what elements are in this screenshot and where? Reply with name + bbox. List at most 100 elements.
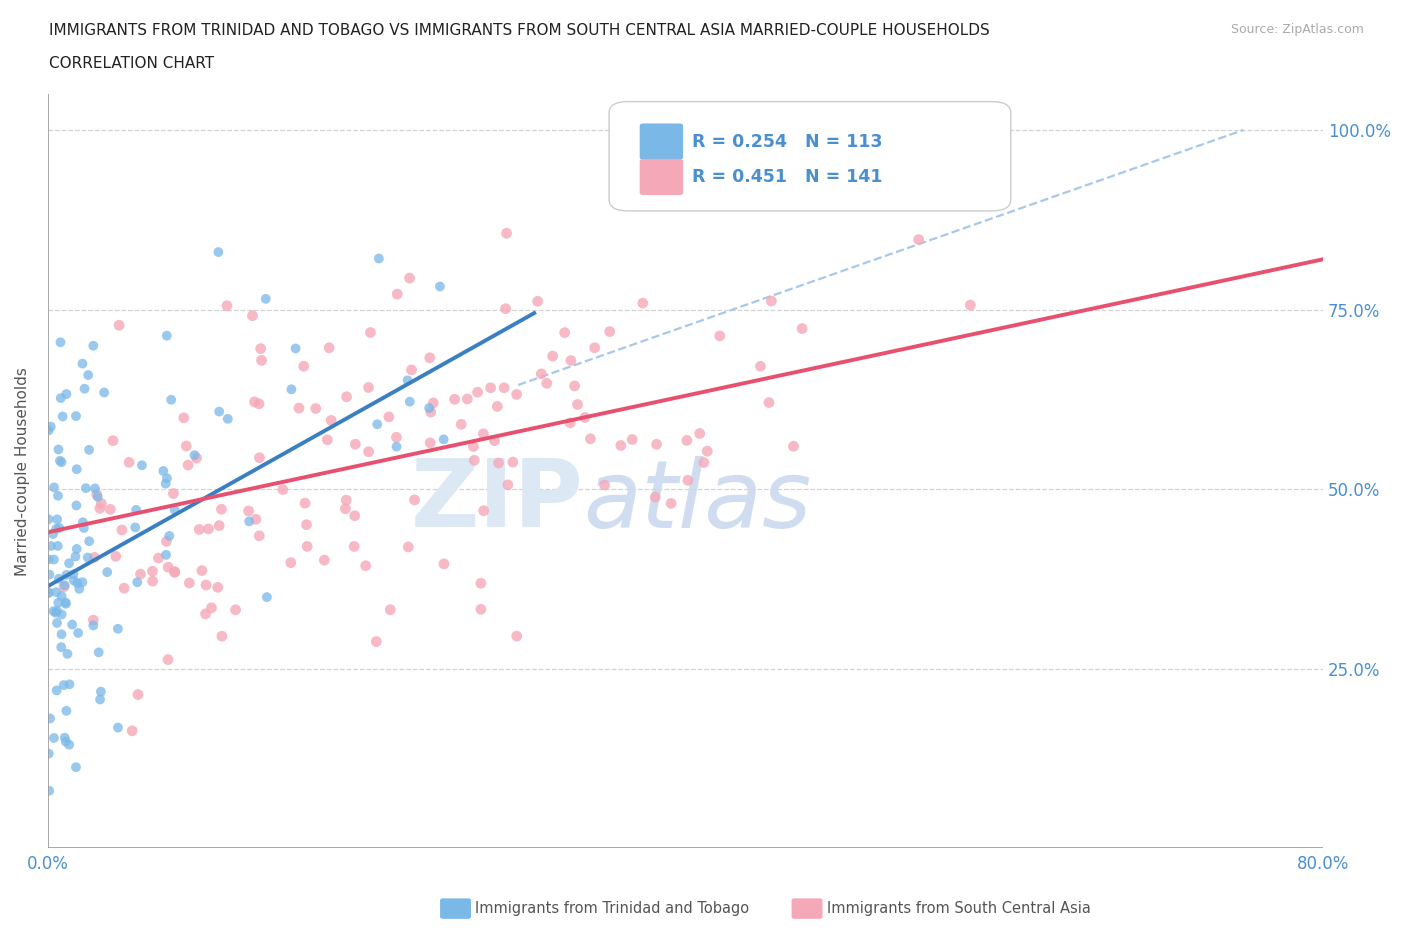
Point: [243, 394, 266, 409]
Point: [396, 373, 419, 388]
Point: [247, 396, 270, 411]
Text: Immigrants from Trinidad and Tobago: Immigrants from Trinidad and Tobago: [475, 901, 749, 916]
Point: [48, 521, 70, 536]
Point: [46, 538, 69, 553]
FancyBboxPatch shape: [609, 101, 1011, 211]
Point: [200, 601, 222, 616]
Point: [51, 627, 73, 642]
Point: [186, 451, 208, 466]
Point: [433, 556, 456, 571]
Point: [55, 595, 77, 610]
Point: [142, 574, 165, 589]
Point: [357, 445, 380, 459]
Point: [385, 430, 408, 445]
Point: [82, 618, 104, 633]
Point: [560, 353, 582, 368]
Point: [107, 720, 129, 735]
Point: [55, 567, 77, 582]
Point: [37, 512, 59, 526]
Point: [207, 245, 229, 259]
Text: R = 0.254   N = 113: R = 0.254 N = 113: [692, 133, 883, 151]
Point: [343, 539, 366, 554]
Point: [321, 413, 343, 428]
Point: [38, 746, 60, 761]
Point: [560, 416, 582, 431]
Point: [488, 456, 510, 471]
Point: [433, 432, 456, 446]
Point: [42, 604, 65, 618]
Point: [72, 356, 94, 371]
Point: [354, 558, 377, 573]
Point: [195, 578, 218, 592]
Point: [90, 496, 112, 511]
Point: [188, 522, 211, 537]
Point: [463, 439, 485, 454]
Point: [38, 423, 60, 438]
Point: [96, 565, 118, 579]
Point: [125, 502, 148, 517]
Point: [463, 453, 485, 468]
Point: [335, 493, 357, 508]
Point: [77, 443, 100, 458]
Point: [84, 481, 107, 496]
Point: [256, 590, 278, 604]
Point: [357, 380, 380, 395]
Point: [254, 291, 277, 306]
FancyBboxPatch shape: [640, 124, 683, 160]
Point: [55, 703, 77, 718]
Point: [316, 432, 339, 447]
Point: [495, 226, 517, 241]
Point: [51, 455, 73, 470]
Point: [183, 447, 205, 462]
Text: ZIP: ZIP: [411, 456, 583, 547]
Point: [659, 496, 682, 511]
Point: [467, 385, 489, 400]
Point: [46, 616, 69, 631]
Point: [456, 392, 478, 406]
Point: [419, 405, 441, 419]
Point: [574, 410, 596, 425]
Point: [55, 387, 77, 402]
Point: [67, 581, 90, 596]
Point: [60, 618, 83, 632]
Point: [86, 487, 108, 502]
Y-axis label: Married-couple Households: Married-couple Households: [15, 366, 30, 576]
Point: [160, 392, 183, 407]
Point: [621, 432, 644, 447]
Point: [194, 606, 217, 621]
Point: [782, 439, 804, 454]
Point: [366, 634, 388, 649]
Point: [53, 579, 76, 594]
Point: [242, 308, 264, 323]
Point: [215, 299, 238, 313]
Text: atlas: atlas: [583, 456, 811, 547]
Point: [163, 565, 186, 579]
Point: [48, 442, 70, 457]
Point: [101, 433, 124, 448]
Point: [271, 482, 294, 497]
Point: [295, 517, 318, 532]
Point: [335, 501, 357, 516]
Point: [66, 576, 89, 591]
Point: [55, 596, 77, 611]
Point: [38, 585, 60, 600]
Point: [593, 478, 616, 493]
Point: [502, 455, 524, 470]
Point: [217, 411, 239, 426]
Point: [156, 471, 179, 485]
Point: [77, 367, 100, 382]
Point: [554, 326, 576, 340]
Point: [82, 613, 104, 628]
Point: [295, 539, 318, 554]
Point: [567, 397, 589, 412]
Point: [89, 692, 111, 707]
Point: [709, 328, 731, 343]
Point: [58, 556, 80, 571]
Point: [419, 351, 441, 365]
Point: [49, 453, 72, 468]
Point: [207, 580, 229, 595]
Point: [238, 514, 260, 529]
Point: [75, 481, 97, 496]
Point: [87, 644, 110, 659]
Point: [156, 328, 179, 343]
